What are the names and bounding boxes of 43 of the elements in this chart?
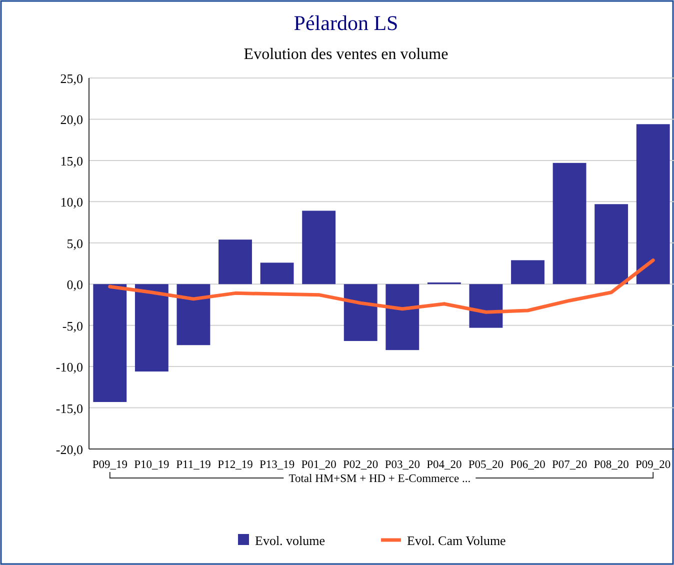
x-tick-label: P02_20 <box>343 459 378 471</box>
x-tick-label: P03_20 <box>384 459 420 471</box>
x-tick-label: P05_20 <box>468 459 504 471</box>
chart-title: Pélardon LS <box>294 11 398 35</box>
legend-label: Evol. Cam Volume <box>407 533 506 548</box>
x-tick-label: P07_20 <box>552 459 588 471</box>
y-tick-label: -5,0 <box>62 318 83 334</box>
bar <box>386 284 420 350</box>
bar <box>218 240 252 284</box>
bar <box>594 204 628 284</box>
x-tick-label: P09_20 <box>636 459 671 471</box>
bar <box>344 284 378 341</box>
x-tick-label: P08_20 <box>594 459 630 471</box>
bar <box>176 284 210 346</box>
bar <box>552 162 586 284</box>
y-tick-label: 20,0 <box>60 112 83 128</box>
line-series <box>108 258 655 314</box>
y-tick-label: 0,0 <box>66 277 83 292</box>
y-tick-label: -10,0 <box>56 360 83 375</box>
x-tick-label: P10_19 <box>134 459 170 471</box>
x-tick-label: P13_19 <box>259 459 295 471</box>
bar <box>469 284 503 328</box>
x-tick-label: P01_20 <box>301 459 337 471</box>
x-tick-label: P04_20 <box>426 459 462 471</box>
x-axis-title: Total HM+SM + HD + E-Commerce ... <box>288 473 471 485</box>
bar <box>93 284 127 402</box>
x-tick-label: P11_19 <box>176 459 212 471</box>
y-tick-label: 15,0 <box>60 153 83 168</box>
y-tick-label: 10,0 <box>60 194 83 210</box>
bar <box>636 124 670 284</box>
bar <box>302 210 336 284</box>
y-tick-label: 5,0 <box>66 236 83 251</box>
x-tick-label: P06_20 <box>510 459 546 471</box>
bar <box>260 262 294 284</box>
y-tick-label: 25,0 <box>60 71 83 86</box>
chart-subtitle: Evolution des ventes en volume <box>244 46 448 63</box>
bar <box>134 284 168 372</box>
y-tick-label: -15,0 <box>56 400 83 416</box>
y-tick-label: -20,0 <box>56 442 83 457</box>
bar <box>511 260 544 284</box>
x-tick-label: P12_19 <box>218 459 254 471</box>
legend-label: Evol. volume <box>255 533 326 548</box>
x-tick-label: P09_19 <box>92 459 128 471</box>
